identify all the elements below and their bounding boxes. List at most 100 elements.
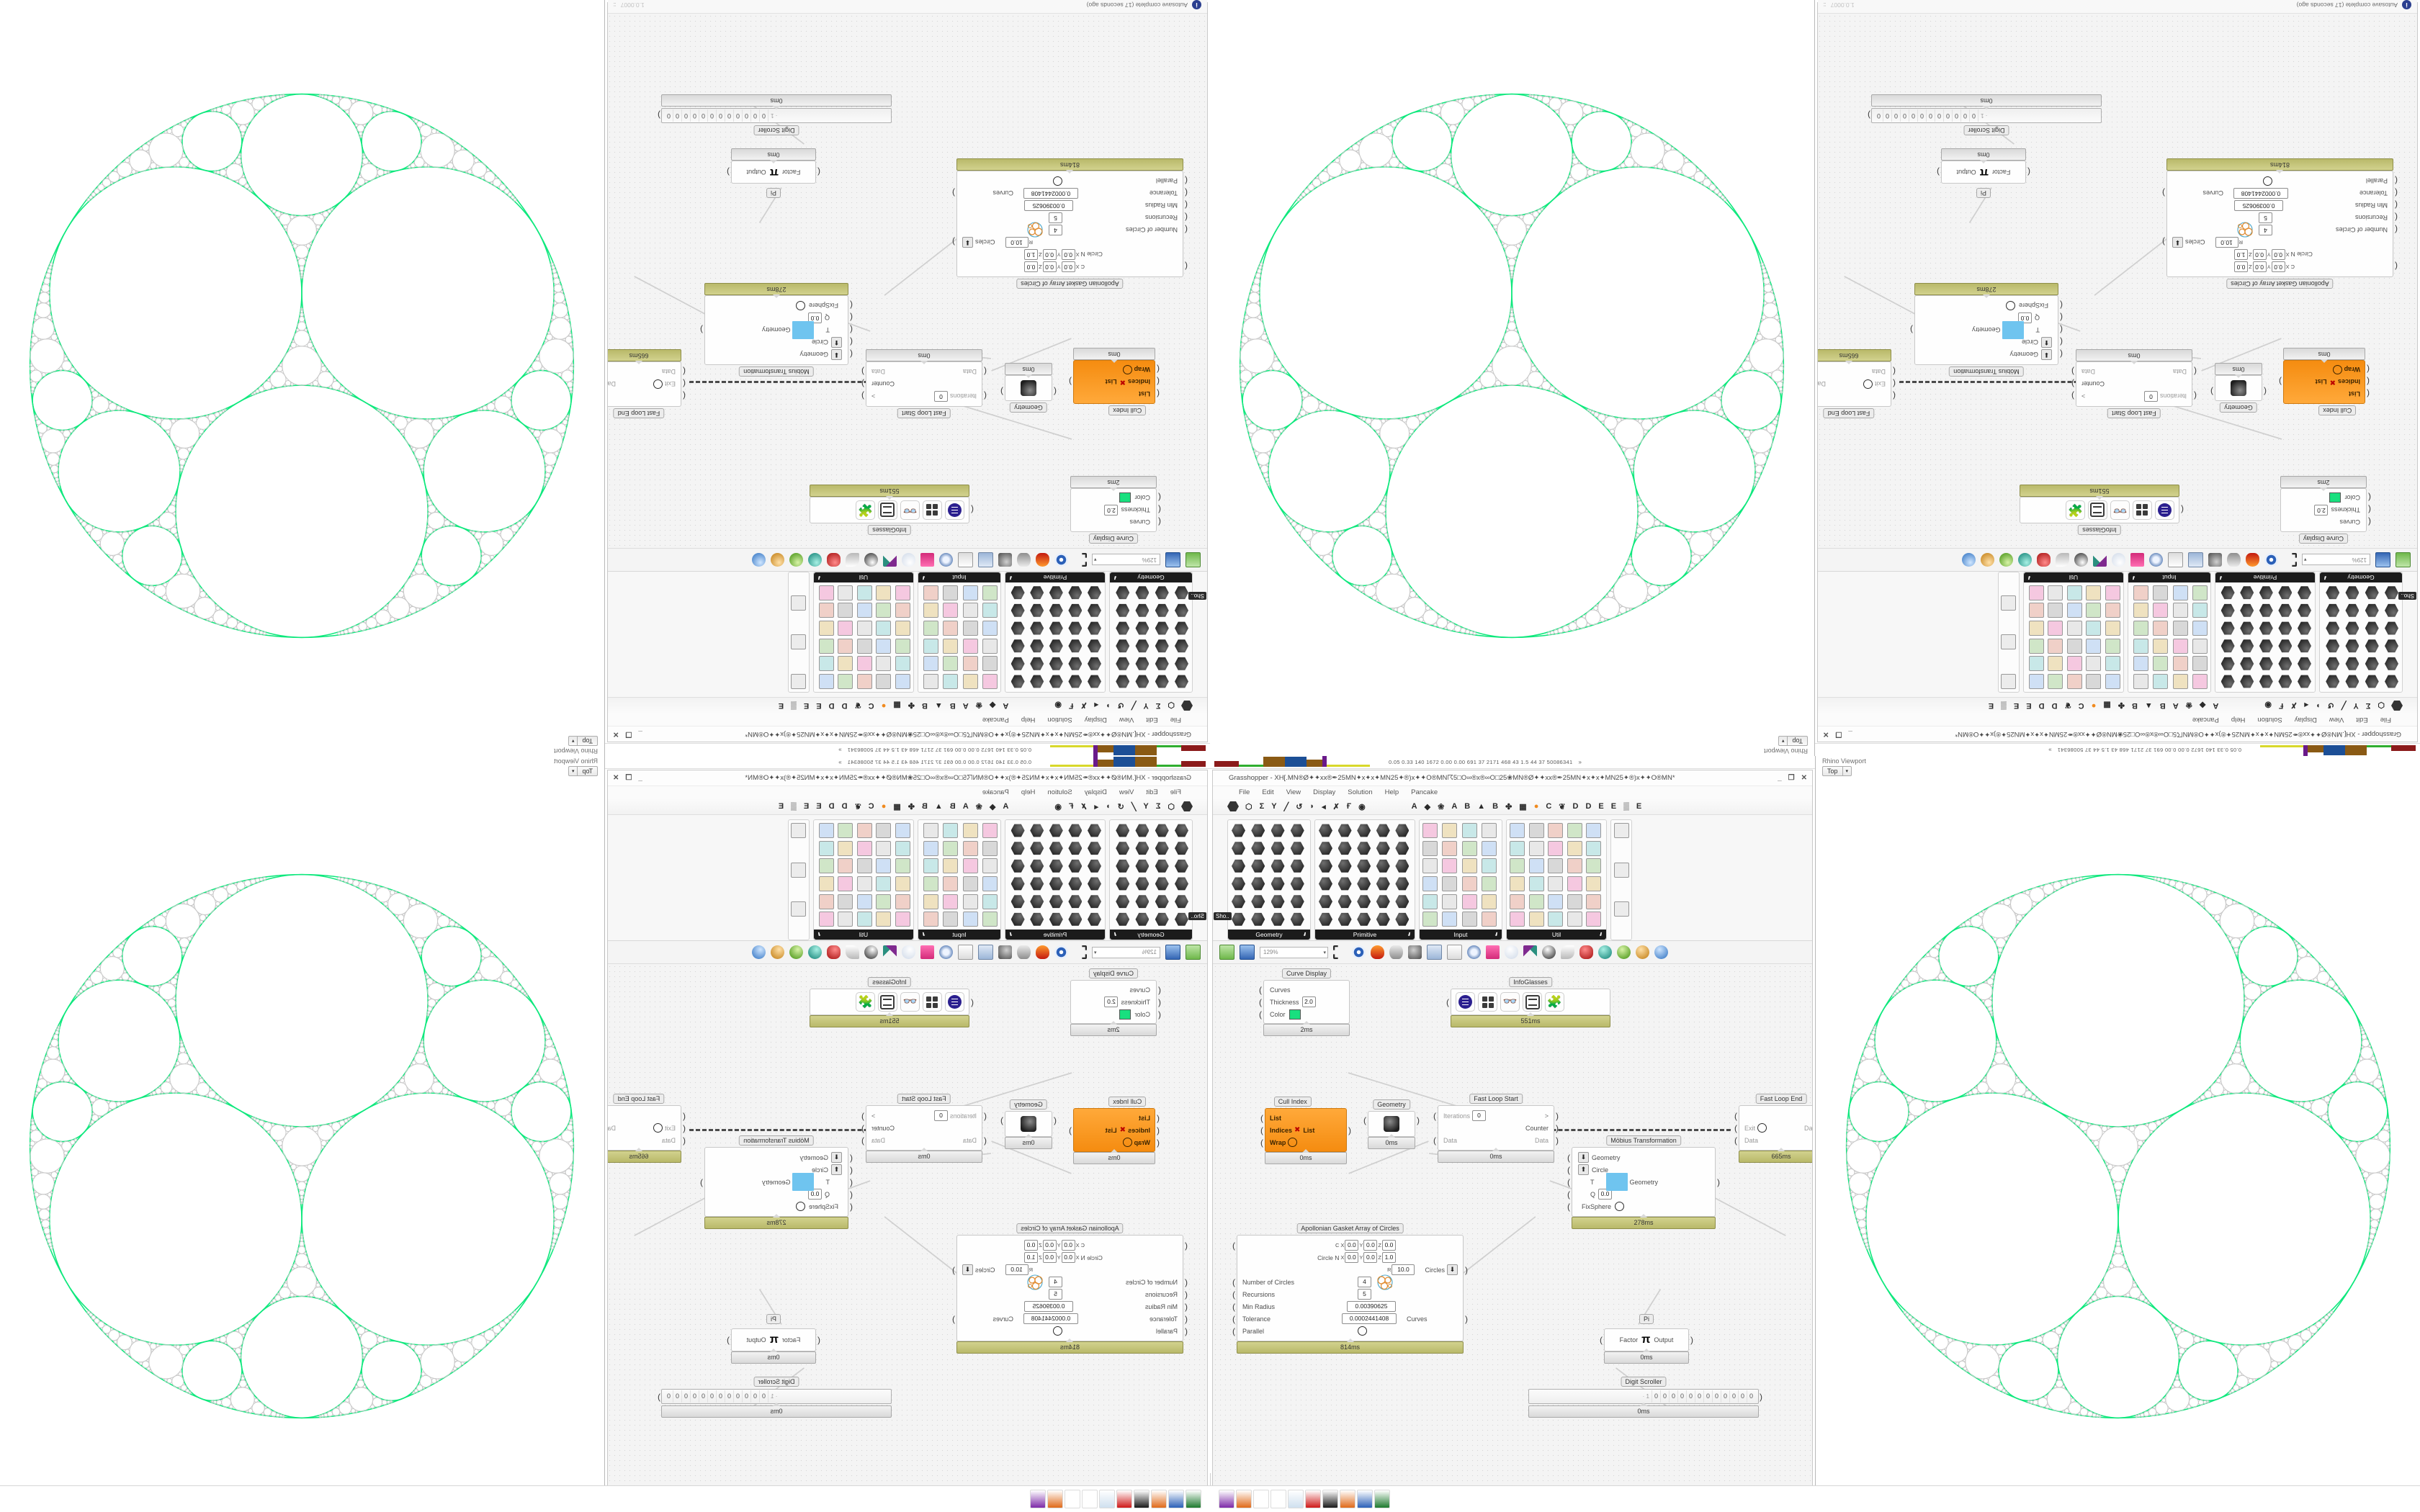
thickness-value[interactable]: 2.0 [1104,996,1119,1007]
input-pin[interactable]: ( [1567,1152,1570,1163]
palette-icon[interactable] [1173,840,1190,857]
palette-icon[interactable] [1337,894,1353,910]
palette-icon[interactable] [2105,602,2121,618]
ribbon-tab-r4[interactable]: B [949,701,956,710]
output-pin[interactable]: ) [1000,1115,1003,1125]
ribbon-tab-r5[interactable]: ▲ [934,701,943,710]
palette-icon[interactable] [2238,655,2255,672]
panel-expand-icon[interactable]: ⬇ [1407,932,1411,937]
input-pin[interactable]: ( [1232,1313,1235,1324]
min-radius-value[interactable]: 0.00390625 [1024,200,1073,211]
chevron-down-icon[interactable]: ▾ [1323,950,1326,955]
taskbar-icon-black-shape[interactable] [1270,1490,1286,1508]
taskbar-icon-nodes-b[interactable] [1082,1490,1098,1508]
material-blue-icon[interactable] [1962,553,1976,567]
input-pin[interactable]: ( [1158,505,1161,516]
input-pin[interactable]: ( [850,300,853,311]
input-pin[interactable]: ( [683,1110,686,1121]
palette-icon[interactable] [2085,638,2102,654]
menu-bar[interactable]: File Edit View Display Solution Help Pan… [1818,714,2417,726]
palette-icon[interactable] [1547,840,1564,857]
balloon-icon[interactable] [2112,553,2125,567]
ribbon-tab-9[interactable]: ◉ [1054,701,1062,710]
palette-icon[interactable] [1028,911,1045,927]
save-file-icon[interactable] [1165,945,1180,960]
preview-eye-icon[interactable] [1352,945,1366,959]
rhino-viewport-pane[interactable]: Rhino Viewport Top ▾ [1210,0,1815,756]
output-pin[interactable]: ) [861,379,864,390]
palette-icon[interactable] [1067,911,1083,927]
ribbon-tab-r3[interactable]: A [1451,802,1458,811]
menu-bar[interactable]: File Edit View Display Solution Help Pan… [608,714,1207,726]
palette-icon[interactable] [1048,602,1065,618]
digit-3[interactable]: 0 [734,109,743,122]
palette-icon[interactable] [1289,840,1306,857]
ribbon-tab-r14[interactable]: E [816,701,822,710]
palette-icon[interactable] [818,655,835,672]
output-pin[interactable]: ) [658,110,660,121]
palette-icon[interactable] [1028,673,1045,690]
palette-icon[interactable] [1375,876,1392,892]
color-swatch[interactable] [2329,492,2341,503]
palette-icon[interactable] [2277,638,2293,654]
palette-icon[interactable] [818,876,835,892]
ribbon-panel-primitive[interactable]: Primitive ⬇ [1314,819,1415,940]
palette-icon[interactable] [2383,602,2400,618]
output-pin[interactable]: ) [2279,377,2282,387]
ribbon-tab-3[interactable]: ╱ [1283,802,1289,811]
input-pin[interactable]: ( [1157,1112,1160,1123]
input-pin[interactable]: ( [1232,1301,1235,1312]
palette-icon[interactable] [856,840,873,857]
palette-icon[interactable] [1173,876,1190,892]
output-pin[interactable]: ) [861,366,864,377]
ribbon-panel-input[interactable]: Input ⬇ [918,819,1001,940]
palette-icon[interactable] [982,822,998,839]
ribbon-tab-2[interactable]: Υ [1143,701,1149,710]
input-pin[interactable]: ( [2264,387,2267,397]
palette-icon[interactable] [837,840,853,857]
ribbon-tabs-right[interactable]: A ◆ ❀ A B ▲ B ✤ ▦ ● C ❦ D D E E ▒ E [779,701,1009,711]
ribbon-tab-7[interactable]: ✗ [1080,701,1088,710]
palette-icon[interactable] [1270,858,1286,874]
input-pin[interactable]: ( [984,366,987,377]
palette-icon[interactable] [2238,638,2255,654]
output-pin[interactable]: ) [861,391,864,402]
ribbon-tab-r5[interactable]: ▲ [934,802,943,811]
palette-icon[interactable] [923,894,939,910]
component-cull-index[interactable]: Cull Index ( List ( Indices ✖ ) List ( W… [1069,1097,1160,1164]
palette-icon[interactable] [1067,638,1083,654]
palette-icon[interactable] [1394,822,1410,839]
palette-icon[interactable] [895,673,911,690]
palette-icon[interactable] [1394,894,1410,910]
palette-icon[interactable] [923,858,939,874]
ribbon-tab-r13[interactable]: D [2038,701,2045,710]
palette-icon[interactable] [1355,894,1372,910]
n-z-value[interactable]: 1.0 [1024,1252,1038,1263]
palette-icon[interactable] [1613,901,1630,917]
palette-icon[interactable] [1394,858,1410,874]
palette-icon[interactable] [895,620,911,636]
palette-icon[interactable] [1422,911,1438,927]
palette-icon[interactable] [875,585,892,601]
menu-edit[interactable]: Edit [1146,788,1158,796]
palette-icon[interactable] [1567,840,1583,857]
save-file-icon[interactable] [2375,552,2390,567]
palette-icon[interactable] [790,673,807,690]
ribbon-tab-r17[interactable]: E [1636,802,1642,811]
material-green-icon[interactable] [789,553,803,567]
palette-icon[interactable] [837,876,853,892]
info-dot-icon[interactable] [945,992,964,1012]
c-y-value[interactable]: 0.0 [1042,261,1057,272]
ribbon-panel-primitive[interactable]: Primitive ⬇ [1005,819,1106,940]
output-pin[interactable]: ) [727,167,730,177]
panel-icons[interactable] [1509,822,1604,928]
output-pin[interactable]: ) [2071,379,2074,390]
palette-icon[interactable] [856,620,873,636]
palette-icon[interactable] [1547,876,1564,892]
circle-up-arrow-icon[interactable]: ⬆ [2041,337,2052,348]
flame-icon[interactable] [1036,553,1049,567]
ribbon-tab-4[interactable]: ↺ [1117,802,1124,811]
puzzle-icon[interactable]: 🧩 [2066,500,2085,520]
palette-icon[interactable] [923,911,939,927]
